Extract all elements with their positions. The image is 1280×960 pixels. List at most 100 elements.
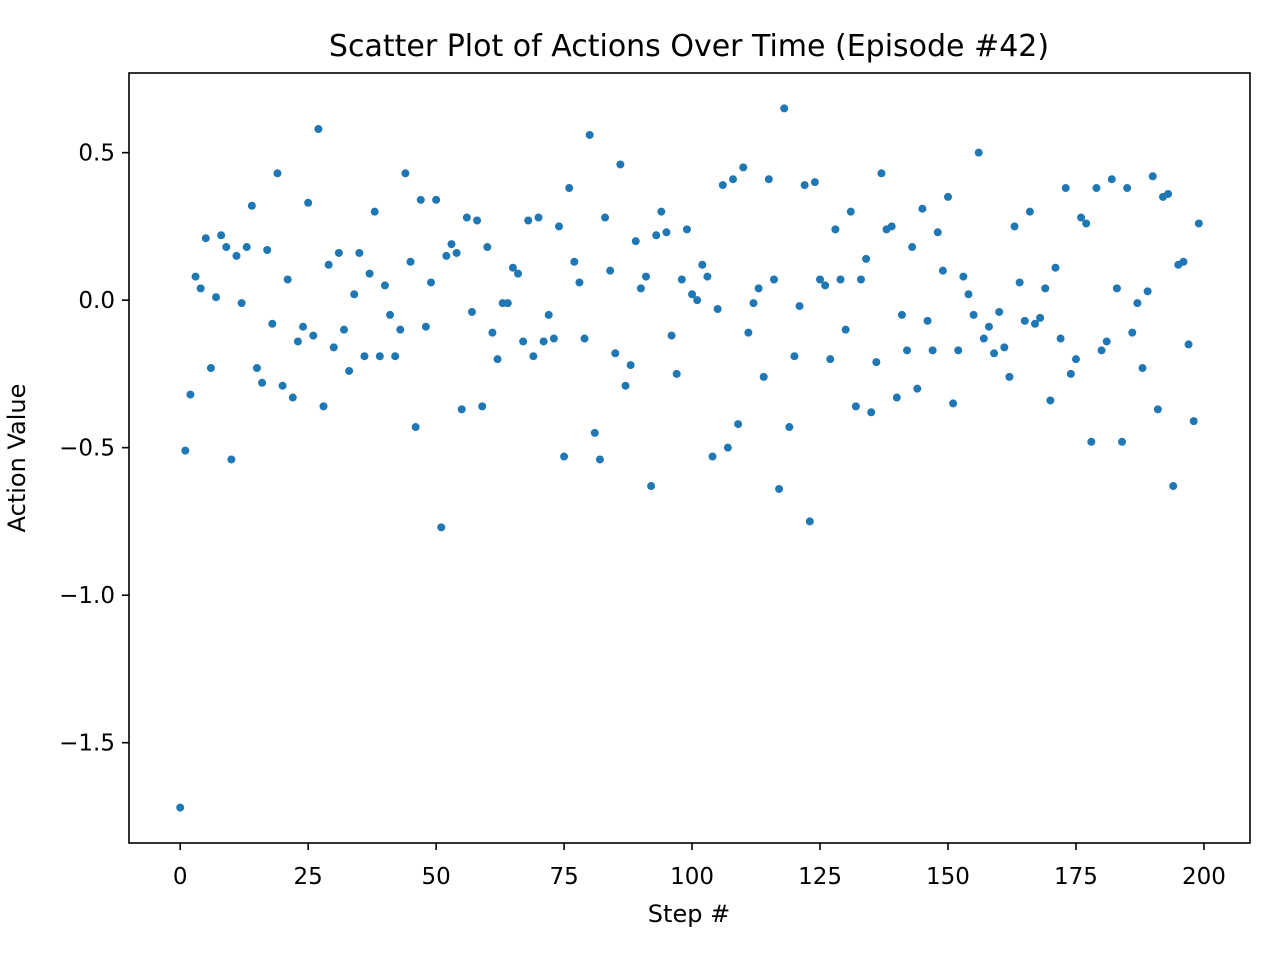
data-point bbox=[626, 361, 635, 370]
x-tick-label: 100 bbox=[670, 864, 714, 890]
data-point bbox=[554, 222, 563, 231]
data-point bbox=[821, 281, 830, 290]
data-point bbox=[360, 352, 369, 361]
data-point bbox=[1123, 184, 1132, 193]
data-point bbox=[979, 334, 988, 343]
data-point bbox=[682, 225, 691, 234]
data-point bbox=[805, 517, 814, 526]
data-point bbox=[677, 275, 686, 284]
data-point bbox=[232, 251, 241, 260]
data-point bbox=[437, 523, 446, 532]
data-point bbox=[263, 246, 272, 255]
data-point bbox=[641, 272, 650, 281]
data-point bbox=[293, 337, 302, 346]
data-point bbox=[186, 390, 195, 399]
data-point bbox=[1087, 437, 1096, 446]
data-point bbox=[1066, 369, 1075, 378]
data-point bbox=[212, 293, 221, 302]
data-point bbox=[544, 310, 553, 319]
data-point bbox=[764, 175, 773, 184]
data-point bbox=[647, 482, 656, 491]
data-point bbox=[391, 352, 400, 361]
data-point bbox=[775, 484, 784, 493]
data-point bbox=[319, 402, 328, 411]
data-point bbox=[933, 228, 942, 237]
data-point bbox=[954, 346, 963, 355]
data-point bbox=[1189, 417, 1198, 426]
y-tick-label: −1.0 bbox=[59, 583, 115, 609]
data-point bbox=[831, 225, 840, 234]
data-point bbox=[191, 272, 200, 281]
data-point bbox=[258, 378, 267, 387]
data-point bbox=[217, 231, 226, 240]
data-point bbox=[201, 234, 210, 243]
data-point bbox=[657, 207, 666, 216]
data-point bbox=[826, 355, 835, 364]
data-point bbox=[1051, 263, 1060, 272]
data-point bbox=[846, 207, 855, 216]
data-point bbox=[462, 213, 471, 222]
data-point bbox=[693, 296, 702, 305]
data-point bbox=[1020, 316, 1029, 325]
data-point bbox=[508, 263, 517, 272]
data-point bbox=[1015, 278, 1024, 287]
x-tick-label: 75 bbox=[549, 864, 578, 890]
data-point bbox=[621, 381, 630, 390]
data-point bbox=[539, 337, 548, 346]
data-point bbox=[903, 346, 912, 355]
data-point bbox=[938, 266, 947, 275]
data-point bbox=[862, 254, 871, 263]
plot-frame bbox=[128, 72, 1251, 844]
data-point bbox=[718, 181, 727, 190]
data-point bbox=[631, 237, 640, 246]
data-point bbox=[380, 281, 389, 290]
data-point bbox=[416, 195, 425, 204]
data-point bbox=[524, 216, 533, 225]
data-point bbox=[488, 328, 497, 337]
data-point bbox=[565, 184, 574, 193]
data-point bbox=[421, 322, 430, 331]
data-point bbox=[836, 275, 845, 284]
data-point bbox=[1010, 222, 1019, 231]
data-point bbox=[964, 290, 973, 299]
data-point bbox=[1194, 219, 1203, 228]
data-point bbox=[1061, 184, 1070, 193]
data-point bbox=[667, 331, 676, 340]
data-point bbox=[339, 325, 348, 334]
data-point bbox=[611, 349, 620, 358]
data-point bbox=[662, 228, 671, 237]
data-point bbox=[206, 364, 215, 373]
data-point bbox=[1148, 172, 1157, 181]
data-point bbox=[386, 310, 395, 319]
data-point bbox=[1031, 319, 1040, 328]
data-point bbox=[1169, 482, 1178, 491]
data-point bbox=[375, 352, 384, 361]
data-point bbox=[1005, 372, 1014, 381]
data-point bbox=[503, 299, 512, 308]
data-point bbox=[897, 310, 906, 319]
y-tick-label: 0.0 bbox=[78, 288, 115, 314]
data-point bbox=[877, 169, 886, 178]
data-point bbox=[1077, 213, 1086, 222]
data-point bbox=[616, 160, 625, 169]
data-point bbox=[411, 423, 420, 432]
y-tick-label: 0.5 bbox=[78, 141, 115, 167]
data-point bbox=[795, 302, 804, 311]
data-point bbox=[703, 272, 712, 281]
data-point bbox=[314, 125, 323, 134]
data-point bbox=[590, 428, 599, 437]
data-point bbox=[350, 290, 359, 299]
data-point bbox=[913, 384, 922, 393]
data-point bbox=[467, 307, 476, 316]
data-points bbox=[176, 104, 1203, 812]
data-point bbox=[652, 231, 661, 240]
data-point bbox=[984, 322, 993, 331]
data-point bbox=[1118, 437, 1127, 446]
data-point bbox=[473, 216, 482, 225]
x-axis-label: Step # bbox=[648, 900, 730, 928]
data-point bbox=[754, 284, 763, 293]
data-point bbox=[800, 181, 809, 190]
data-point bbox=[1092, 184, 1101, 193]
data-point bbox=[309, 331, 318, 340]
data-point bbox=[672, 369, 681, 378]
